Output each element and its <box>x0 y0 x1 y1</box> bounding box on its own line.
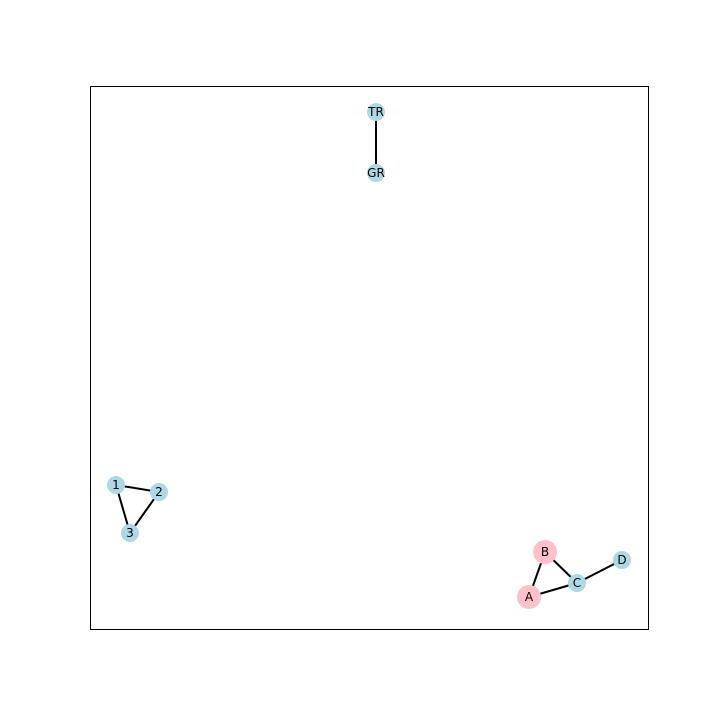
node-1: 1 <box>107 476 125 494</box>
node-label-GR: GR <box>367 166 385 180</box>
node-C: C <box>568 574 586 592</box>
nodes-layer: TR GR 1 2 3 B A C D <box>107 103 631 609</box>
node-circle-C <box>568 574 586 592</box>
node-2: 2 <box>150 483 168 501</box>
node-label-2: 2 <box>155 485 163 499</box>
node-circle-3 <box>121 524 139 542</box>
node-3: 3 <box>121 524 139 542</box>
node-label-D: D <box>617 553 626 567</box>
node-label-1: 1 <box>112 478 120 492</box>
node-circle-B <box>533 540 557 564</box>
node-circle-D <box>613 551 631 569</box>
node-label-TR: TR <box>367 105 384 119</box>
node-label-C: C <box>573 576 581 590</box>
node-circle-TR <box>367 103 385 121</box>
node-label-B: B <box>541 545 549 559</box>
node-circle-GR <box>367 164 385 182</box>
node-D: D <box>613 551 631 569</box>
node-TR: TR <box>367 103 385 121</box>
node-label-A: A <box>525 590 534 604</box>
node-circle-2 <box>150 483 168 501</box>
node-label-3: 3 <box>126 526 134 540</box>
node-GR: GR <box>367 164 385 182</box>
node-circle-A <box>517 585 541 609</box>
node-circle-1 <box>107 476 125 494</box>
node-B: B <box>533 540 557 564</box>
node-A: A <box>517 585 541 609</box>
